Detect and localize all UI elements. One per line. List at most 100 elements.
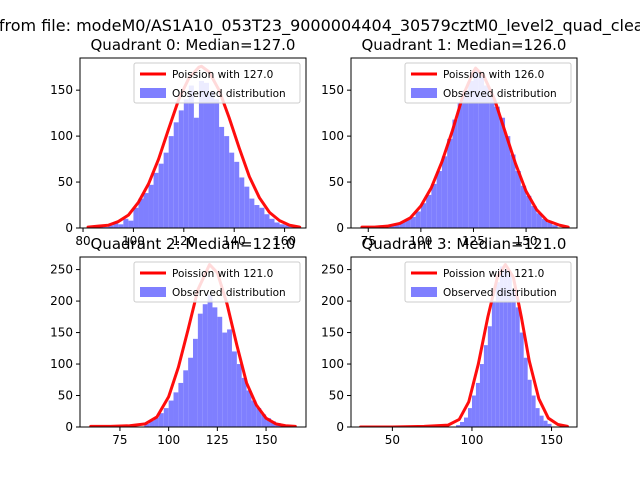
x-tick-label: 150 [540, 433, 563, 447]
histogram-bar [467, 408, 472, 427]
y-tick-label: 0 [336, 420, 344, 434]
histogram-bar [178, 110, 184, 228]
histogram-bar [266, 418, 271, 427]
histogram-bar [207, 294, 213, 427]
histogram-bar [144, 423, 150, 427]
legend-bars-swatch [140, 287, 166, 297]
histogram-bar [158, 163, 164, 228]
histogram-bar [447, 138, 453, 228]
histogram-bar [188, 357, 193, 427]
histogram-bar [251, 400, 257, 427]
histogram-bar [410, 216, 416, 228]
histogram-bar [202, 304, 208, 427]
histogram-bar [457, 103, 463, 228]
histogram-bar [487, 326, 492, 427]
legend-entry-curve: Poission with 127.0 [172, 69, 273, 81]
histogram-bar [483, 85, 490, 228]
histogram-bar [468, 80, 474, 228]
histogram-bar [236, 364, 242, 427]
histogram-bar [148, 184, 154, 228]
histogram-bar [523, 357, 528, 427]
x-tick-label: 160 [273, 234, 296, 248]
histogram-bar [491, 301, 496, 427]
histogram-bar [499, 117, 506, 228]
histogram-bar [274, 222, 280, 228]
legend-box [404, 261, 572, 303]
figure-suptitle: Data from file: modeM0/AS1A10_053T23_900… [0, 16, 640, 36]
x-tick-label: 75 [361, 234, 376, 248]
histogram-bar [536, 213, 542, 228]
x-tick-label: 50 [385, 433, 400, 447]
histogram-bar [241, 377, 247, 427]
histogram-bar [526, 195, 532, 228]
histogram-bar [531, 395, 536, 427]
histogram-bar [547, 222, 553, 228]
y-tick-label: 50 [329, 175, 344, 189]
histogram-bar [178, 382, 184, 427]
legend: Poission with 121.0 Observed distribution [133, 261, 301, 303]
histogram-bar [475, 382, 480, 427]
histogram-bar [212, 307, 218, 427]
histogram-bar [254, 205, 260, 228]
x-tick-label: 150 [515, 234, 538, 248]
histogram-bar [168, 400, 174, 427]
plot-area [89, 263, 297, 427]
x-tick-label: 120 [172, 234, 195, 248]
histogram-bar [188, 85, 194, 228]
y-tick-label: 0 [65, 221, 73, 235]
histogram-bar [222, 332, 228, 427]
histogram-bar [394, 224, 400, 228]
histogram-bar [217, 316, 223, 427]
histogram-bar [552, 225, 558, 228]
histogram-bar [478, 76, 484, 228]
legend-entry-curve: Poission with 121.0 [443, 268, 544, 280]
legend-entry-bars: Observed distribution [172, 88, 286, 100]
histogram-bar [198, 80, 204, 228]
x-tick-label: 150 [255, 433, 278, 447]
histogram-bar [531, 205, 537, 228]
histogram-bar [173, 122, 179, 228]
y-tick-label: 0 [336, 221, 344, 235]
histogram-bar [494, 106, 500, 228]
legend-box [133, 62, 301, 104]
subplot-title: Quadrant 1: Median=126.0 [362, 36, 567, 54]
x-tick-label: 140 [223, 234, 246, 248]
subplot-quadrant-1: 75 100 125 150 0 50 100 150 Quadrant 1: Median=1… [321, 36, 578, 248]
axes-frame [350, 57, 578, 229]
axes-frame [79, 256, 307, 428]
histogram-bar [219, 126, 225, 228]
axes-frame [79, 57, 307, 229]
y-tick-label: 50 [329, 389, 344, 403]
histogram-bar [441, 156, 448, 228]
histogram-bar [473, 69, 479, 228]
histogram-bar [535, 408, 540, 427]
histogram-bar [209, 92, 215, 228]
x-tick-label: 100 [461, 433, 484, 447]
histogram-bar [495, 282, 500, 427]
histogram-bar [118, 224, 124, 228]
histogram-bar [420, 203, 427, 228]
histogram-bar [460, 421, 464, 427]
x-tick-label: 75 [112, 433, 127, 447]
histogram-bar [163, 408, 169, 427]
histogram-bar [483, 345, 488, 427]
legend-box [133, 261, 301, 303]
histogram-bar [284, 225, 290, 228]
x-tick-label: 125 [206, 433, 229, 447]
histogram-bar [464, 417, 468, 427]
histogram-bar [154, 417, 159, 427]
x-tick-label: 125 [462, 234, 485, 248]
histogram-bar [168, 136, 174, 228]
y-tick-label: 100 [50, 357, 73, 371]
histogram-bar [515, 307, 520, 427]
histogram-bar [153, 172, 159, 228]
legend-bars-swatch [411, 88, 437, 98]
histogram-bar [541, 218, 548, 228]
legend-bars-swatch [140, 88, 166, 98]
legend-entry-curve: Poission with 126.0 [443, 69, 544, 81]
histogram-bar [436, 171, 442, 228]
legend-box [404, 62, 572, 104]
histogram-bar [256, 408, 262, 427]
histogram-bar [193, 117, 199, 228]
histogram-bar [279, 224, 285, 228]
